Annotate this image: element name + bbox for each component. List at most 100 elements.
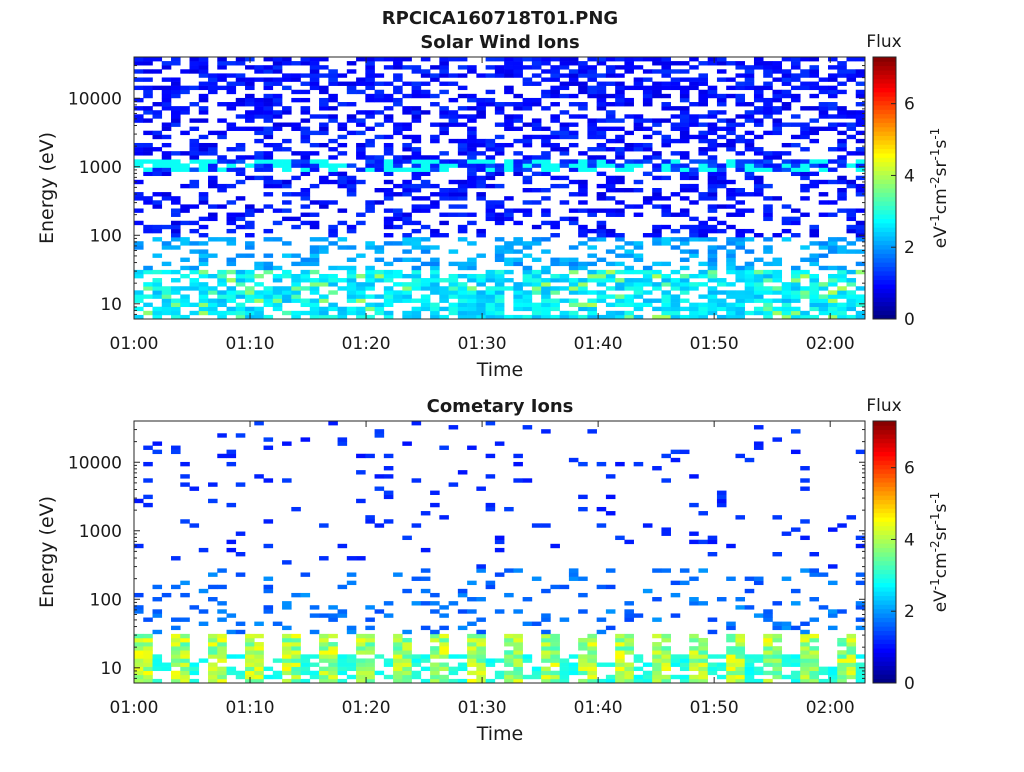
spectrogram-cell [744, 298, 755, 303]
spectrogram-cell [642, 85, 653, 91]
spectrogram-cell [587, 69, 597, 74]
spectrogram-cell [319, 126, 329, 131]
spectrogram-cell [393, 282, 403, 287]
spectrogram-cell [818, 678, 829, 684]
spectrogram-cell [457, 142, 468, 148]
spectrogram-cell [679, 678, 690, 684]
spectrogram-cell [716, 298, 727, 303]
spectrogram-cell [494, 535, 505, 541]
colorbar-segment [873, 621, 896, 627]
spectrogram-cell [134, 57, 144, 62]
spectrogram-cell [559, 670, 570, 676]
spectrogram-cell [809, 314, 820, 320]
spectrogram-cell [152, 269, 163, 275]
spectrogram-cell [818, 302, 829, 308]
spectrogram-cell [661, 298, 671, 303]
spectrogram-cell [541, 613, 551, 618]
spectrogram-cell [522, 273, 533, 279]
spectrogram-cell [161, 662, 172, 667]
colorbar-segment [873, 595, 896, 601]
spectrogram-cell [781, 204, 792, 209]
spectrogram-cell [716, 118, 727, 123]
spectrogram-cell [827, 57, 838, 62]
spectrogram-cell [485, 273, 496, 279]
spectrogram-cell [457, 179, 468, 185]
spectrogram-cell [633, 188, 644, 193]
spectrogram-cell [624, 662, 634, 667]
spectrogram-cell [800, 650, 810, 655]
spectrogram-cell [846, 294, 857, 299]
spectrogram-cell [198, 257, 209, 262]
spectrogram-cell [356, 57, 366, 62]
spectrogram-cell [263, 175, 274, 181]
spectrogram-cell [698, 196, 708, 201]
spectrogram-cell [837, 163, 847, 168]
spectrogram-cell [698, 61, 708, 66]
spectrogram-cell [189, 249, 200, 254]
spectrogram-cell [430, 282, 440, 287]
spectrogram-cell [457, 306, 468, 312]
spectrogram-cell [689, 576, 699, 581]
spectrogram-cell [346, 572, 357, 577]
colorbar-segment [873, 166, 896, 171]
spectrogram-cell [235, 294, 246, 299]
spectrogram-cell [661, 163, 671, 168]
spectrogram-cell [430, 601, 440, 606]
spectrogram-cell [837, 658, 847, 663]
spectrogram-cell [504, 314, 514, 320]
spectrogram-cell [726, 118, 736, 123]
spectrogram-cell [578, 224, 588, 230]
spectrogram-cell [467, 261, 477, 267]
spectrogram-cell [457, 188, 468, 193]
spectrogram-cell [171, 617, 181, 622]
spectrogram-cell [716, 228, 727, 234]
spectrogram-cell [383, 261, 394, 267]
spectrogram-cell [245, 241, 255, 246]
spectrogram-cell [679, 151, 690, 156]
colorbar-segment [873, 288, 896, 294]
spectrogram-cell [578, 200, 588, 205]
spectrogram-cell [670, 314, 681, 320]
spectrogram-cell [504, 249, 514, 254]
spectrogram-cell [226, 449, 237, 455]
spectrogram-cell [439, 605, 449, 610]
spectrogram-cell [189, 523, 200, 528]
spectrogram-cell [855, 93, 866, 99]
spectrogram-cell [282, 654, 292, 659]
spectrogram-cell [837, 265, 847, 271]
spectrogram-cell [448, 81, 459, 86]
spectrogram-cell [319, 73, 329, 78]
spectrogram-cell [800, 658, 810, 663]
spectrogram-cell [809, 126, 820, 131]
spectrogram-cell [689, 286, 699, 291]
spectrogram-cell [180, 183, 190, 189]
spectrogram-cell [180, 580, 190, 586]
spectrogram-cell [291, 637, 301, 643]
spectrogram-cell [226, 163, 237, 168]
spectrogram-cell [254, 114, 264, 119]
spectrogram-cell [661, 654, 671, 659]
spectrogram-cell [365, 163, 375, 168]
spectrogram-cell [726, 290, 736, 295]
spectrogram-cell [707, 61, 718, 66]
spectrogram-cell [226, 122, 237, 127]
spectrogram-cell [439, 633, 449, 639]
spectrogram-cell [365, 642, 375, 647]
spectrogram-cell [411, 298, 422, 303]
spectrogram-cell [846, 278, 857, 283]
spectrogram-cell [735, 167, 746, 172]
spectrogram-cell [356, 646, 366, 651]
spectrogram-cell [670, 212, 681, 217]
spectrogram-cell [689, 474, 699, 479]
spectrogram-cell [467, 310, 477, 316]
spectrogram-cell [652, 93, 662, 99]
spectrogram-cell [522, 654, 533, 659]
spectrogram-cell [735, 93, 746, 99]
spectrogram-cell [800, 290, 810, 295]
spectrogram-cell [180, 298, 190, 303]
spectrogram-cell [171, 278, 181, 283]
spectrogram-cell [531, 278, 542, 283]
spectrogram-cell [800, 535, 810, 541]
colorbar-segment [873, 100, 896, 106]
spectrogram-cell [568, 286, 579, 291]
